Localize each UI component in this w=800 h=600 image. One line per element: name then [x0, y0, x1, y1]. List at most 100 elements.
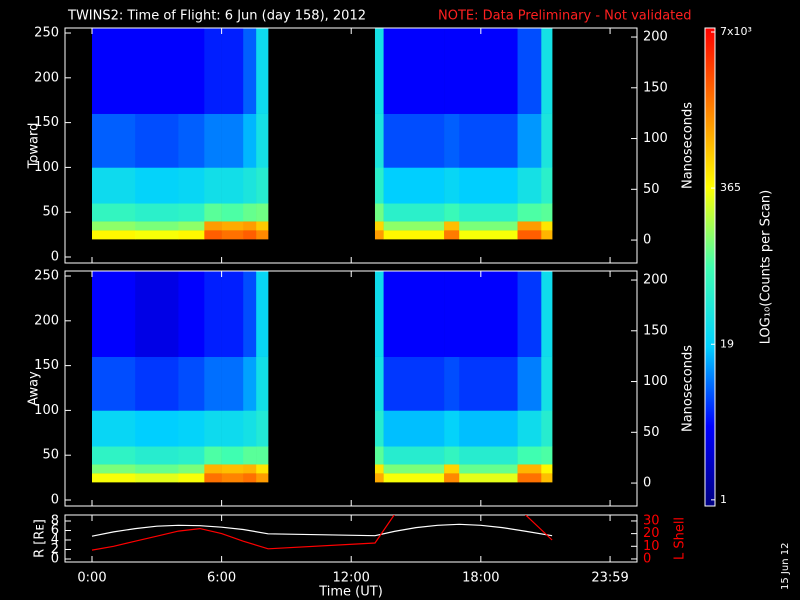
y2-tick-label: 150	[643, 323, 668, 338]
colorbar-tick-label: 1	[720, 493, 727, 506]
heatmap-cell	[444, 473, 460, 483]
y-tick-label: 2	[51, 542, 59, 557]
heatmap-cell	[374, 167, 384, 204]
heatmap-cell	[517, 113, 542, 168]
y2-tick-label: 30	[643, 513, 660, 528]
y-axis-label: R [Rᴇ]	[33, 519, 48, 558]
heatmap-cell	[256, 203, 269, 222]
y-tick-label: 200	[34, 313, 59, 328]
chart-title: TWINS2: Time of Flight: 6 Jun (day 158),…	[67, 9, 366, 24]
heatmap-cell	[541, 270, 553, 357]
heatmap-cell	[541, 464, 553, 474]
heatmap-cell	[178, 167, 205, 204]
heatmap-cell	[221, 446, 244, 465]
heatmap-cell	[374, 113, 384, 168]
heatmap-cell	[383, 270, 445, 357]
y-tick-label: 250	[34, 26, 59, 41]
heatmap-cell	[135, 410, 179, 447]
heatmap-cell	[383, 27, 445, 114]
y2-tick-label: 10	[643, 539, 660, 554]
y-tick-label: 100	[34, 403, 59, 418]
heatmap-cell	[135, 356, 179, 411]
y2-tick-label: 0	[643, 551, 651, 566]
heatmap-cell	[444, 230, 460, 240]
x-axis-label: Time (UT)	[318, 585, 383, 600]
heatmap-cell	[459, 203, 518, 222]
heatmap-cell	[383, 473, 445, 483]
heatmap-cell	[256, 410, 269, 447]
heatmap-cell	[374, 221, 384, 231]
note: NOTE: Data Preliminary - Not validated	[438, 9, 692, 24]
heatmap-cell	[178, 473, 205, 483]
heatmap-cell	[178, 446, 205, 465]
heatmap-cell	[135, 446, 179, 465]
heatmap-cell	[243, 270, 257, 357]
heatmap-cell	[256, 356, 269, 411]
heatmap-cell	[204, 113, 222, 168]
heatmap-cell	[243, 203, 257, 222]
heatmap-cell	[204, 356, 222, 411]
y2-tick-label: 0	[643, 233, 651, 248]
y2-axis-label: Nanoseconds	[681, 102, 696, 189]
heatmap-cell	[204, 464, 222, 474]
heatmap-cell	[204, 203, 222, 222]
heatmap-cell	[541, 167, 553, 204]
colorbar-tick-label: 365	[720, 181, 741, 194]
heatmap-cell	[221, 356, 244, 411]
heatmap-cell	[383, 410, 445, 447]
heatmap-cell	[541, 410, 553, 447]
heatmap-cell	[459, 230, 518, 240]
heatmap-cell	[178, 230, 205, 240]
heatmap-cell	[135, 230, 179, 240]
heatmap-cell	[178, 113, 205, 168]
heatmap-cell	[517, 473, 542, 483]
heatmap-cell	[459, 221, 518, 231]
heatmap-cell	[444, 27, 460, 114]
heatmap-cell	[92, 113, 136, 168]
x-tick-label: 23:59	[591, 571, 628, 586]
heatmap-cell	[243, 167, 257, 204]
heatmap-cell	[256, 473, 269, 483]
heatmap-cell	[517, 203, 542, 222]
heatmap-cell	[459, 113, 518, 168]
heatmap-cell	[221, 410, 244, 447]
heatmap-cell	[178, 203, 205, 222]
heatmap-cell	[135, 167, 179, 204]
heatmap-cell	[444, 410, 460, 447]
heatmap-cell	[92, 464, 136, 474]
heatmap-cell	[517, 167, 542, 204]
heatmap-cell	[517, 356, 542, 411]
heatmap-cell	[541, 27, 553, 114]
heatmap-cell	[444, 446, 460, 465]
y-tick-label: 150	[34, 115, 59, 130]
heatmap-cell	[92, 230, 136, 240]
heatmap-cell	[444, 167, 460, 204]
heatmap-cell	[178, 221, 205, 231]
heatmap-cell	[221, 113, 244, 168]
y-tick-label: 6	[51, 523, 59, 538]
colorbar-tick-label: 7x10³	[720, 25, 752, 38]
heatmap-cell	[374, 473, 384, 483]
heatmap-cell	[135, 464, 179, 474]
heatmap-cell	[243, 27, 257, 114]
heatmap-cell	[135, 270, 179, 357]
heatmap-cell	[459, 27, 518, 114]
x-tick-label: 6:00	[207, 571, 236, 586]
y2-tick-label: 50	[643, 182, 660, 197]
y-tick-label: 100	[34, 160, 59, 175]
y-tick-label: 250	[34, 269, 59, 284]
heatmap-cell	[459, 356, 518, 411]
heatmap-cell	[92, 270, 136, 357]
heatmap-cell	[92, 356, 136, 411]
x-tick-label: 0:00	[77, 571, 106, 586]
heatmap-cell	[135, 27, 179, 114]
heatmap-cell	[459, 270, 518, 357]
heatmap-cell	[204, 473, 222, 483]
colorbar-label: LOG₁₀(Counts per Scan)	[759, 190, 774, 345]
heatmap-cell	[204, 410, 222, 447]
y-tick-label: 200	[34, 70, 59, 85]
heatmap-cell	[92, 27, 136, 114]
heatmap-cell	[459, 464, 518, 474]
y2-tick-label: 0	[643, 476, 651, 491]
